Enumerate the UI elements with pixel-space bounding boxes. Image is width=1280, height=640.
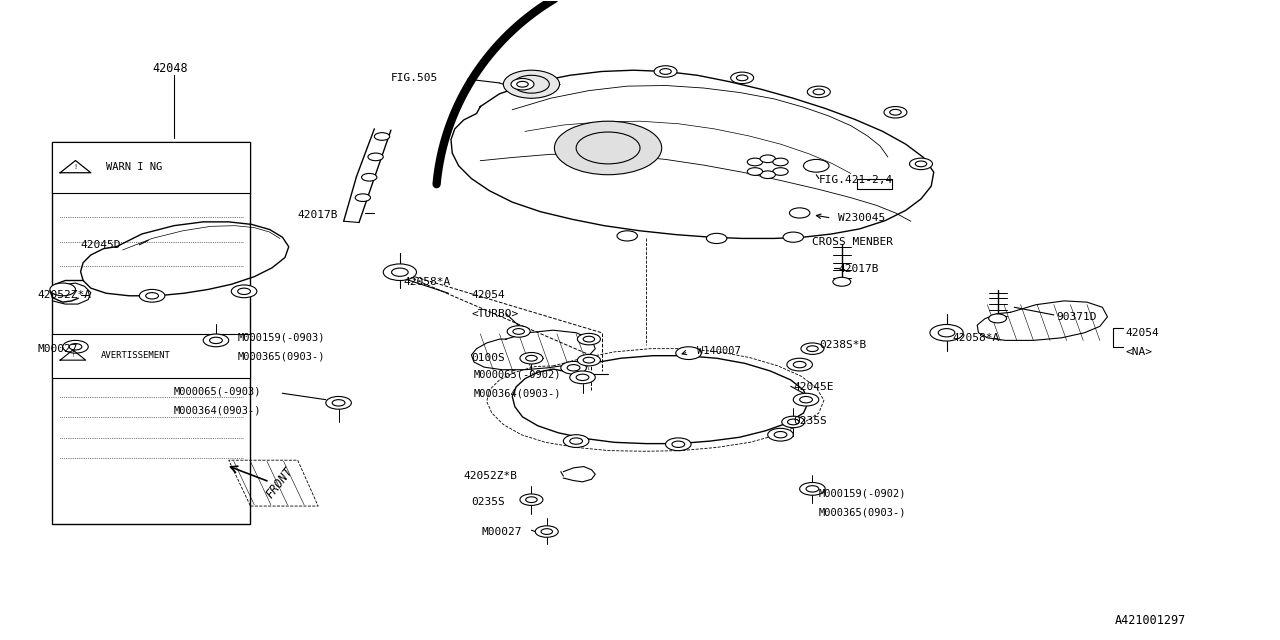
Circle shape bbox=[374, 132, 389, 140]
Text: AVERTISSEMENT: AVERTISSEMENT bbox=[101, 351, 172, 360]
Text: M000065(-0903): M000065(-0903) bbox=[174, 387, 261, 396]
Text: M000364(0903-): M000364(0903-) bbox=[174, 406, 261, 415]
Circle shape bbox=[804, 159, 829, 172]
Text: M000365(0903-): M000365(0903-) bbox=[819, 508, 906, 518]
Circle shape bbox=[654, 66, 677, 77]
Circle shape bbox=[140, 289, 165, 302]
Circle shape bbox=[503, 70, 559, 99]
Circle shape bbox=[577, 333, 600, 345]
Circle shape bbox=[520, 494, 543, 506]
Circle shape bbox=[520, 353, 543, 364]
Circle shape bbox=[361, 173, 376, 181]
Text: M000365(0903-): M000365(0903-) bbox=[238, 352, 325, 362]
Circle shape bbox=[367, 153, 383, 161]
Circle shape bbox=[748, 158, 763, 166]
Circle shape bbox=[232, 285, 257, 298]
Circle shape bbox=[511, 79, 534, 90]
Circle shape bbox=[808, 86, 831, 98]
Text: 42045D: 42045D bbox=[81, 240, 122, 250]
Text: !: ! bbox=[73, 164, 78, 170]
Circle shape bbox=[931, 324, 963, 341]
Circle shape bbox=[383, 264, 416, 280]
Circle shape bbox=[570, 371, 595, 384]
FancyBboxPatch shape bbox=[52, 141, 251, 193]
Text: 0235S: 0235S bbox=[471, 497, 506, 507]
Text: <NA>: <NA> bbox=[1125, 347, 1152, 357]
Circle shape bbox=[676, 347, 701, 360]
Text: 42052Z*B: 42052Z*B bbox=[463, 471, 517, 481]
Circle shape bbox=[773, 168, 788, 175]
Text: !: ! bbox=[72, 353, 74, 358]
Text: M00027: M00027 bbox=[481, 527, 522, 536]
Text: W230045: W230045 bbox=[838, 213, 886, 223]
Circle shape bbox=[910, 158, 933, 170]
Text: WARN I NG: WARN I NG bbox=[106, 163, 163, 172]
Circle shape bbox=[884, 106, 908, 118]
Text: 0235S: 0235S bbox=[794, 416, 827, 426]
Circle shape bbox=[326, 396, 351, 409]
Circle shape bbox=[760, 155, 776, 163]
Circle shape bbox=[50, 283, 76, 296]
Circle shape bbox=[617, 231, 637, 241]
Circle shape bbox=[561, 362, 586, 374]
Circle shape bbox=[760, 171, 776, 179]
Circle shape bbox=[535, 526, 558, 538]
Circle shape bbox=[666, 438, 691, 451]
Text: CROSS MENBER: CROSS MENBER bbox=[813, 237, 893, 247]
Text: 42054: 42054 bbox=[1125, 328, 1160, 338]
Text: 42052Z*A: 42052Z*A bbox=[37, 289, 91, 300]
Text: M000159(-0903): M000159(-0903) bbox=[238, 333, 325, 343]
Circle shape bbox=[507, 326, 530, 337]
Circle shape bbox=[787, 358, 813, 371]
Circle shape bbox=[783, 232, 804, 243]
Text: M000364(0903-): M000364(0903-) bbox=[474, 388, 562, 398]
Circle shape bbox=[988, 314, 1006, 323]
Text: 42017B: 42017B bbox=[298, 210, 338, 220]
Circle shape bbox=[563, 435, 589, 447]
Text: 42017B: 42017B bbox=[838, 264, 878, 274]
Circle shape bbox=[748, 168, 763, 175]
Circle shape bbox=[768, 428, 794, 441]
Text: 42058*A: 42058*A bbox=[403, 276, 451, 287]
Text: M00027: M00027 bbox=[37, 344, 78, 354]
Text: FIG.421-2,4: FIG.421-2,4 bbox=[819, 175, 893, 185]
Text: 42048: 42048 bbox=[152, 62, 188, 75]
Text: M000065(-0902): M000065(-0902) bbox=[474, 369, 562, 379]
FancyBboxPatch shape bbox=[52, 141, 251, 524]
Text: W140007: W140007 bbox=[698, 346, 741, 356]
Circle shape bbox=[782, 416, 805, 428]
Circle shape bbox=[794, 394, 819, 406]
Circle shape bbox=[790, 208, 810, 218]
Circle shape bbox=[801, 343, 824, 355]
Text: FIG.505: FIG.505 bbox=[390, 73, 438, 83]
Circle shape bbox=[355, 194, 370, 202]
Text: 42054: 42054 bbox=[471, 289, 506, 300]
Text: 0100S: 0100S bbox=[471, 353, 506, 364]
Circle shape bbox=[731, 72, 754, 84]
Circle shape bbox=[707, 234, 727, 244]
Circle shape bbox=[800, 483, 826, 495]
FancyBboxPatch shape bbox=[52, 333, 251, 378]
Text: 0238S*B: 0238S*B bbox=[819, 340, 867, 351]
Circle shape bbox=[773, 158, 788, 166]
Circle shape bbox=[577, 355, 600, 366]
Text: 42045E: 42045E bbox=[794, 382, 833, 392]
Text: 42058*A: 42058*A bbox=[952, 333, 1000, 343]
Text: M000159(-0902): M000159(-0902) bbox=[819, 488, 906, 499]
Text: 90371D: 90371D bbox=[1056, 312, 1097, 322]
Circle shape bbox=[63, 340, 88, 353]
Text: A421001297: A421001297 bbox=[1115, 614, 1187, 627]
Text: FRONT: FRONT bbox=[264, 465, 296, 501]
Circle shape bbox=[833, 277, 851, 286]
Circle shape bbox=[204, 334, 229, 347]
Text: <TURBO>: <TURBO> bbox=[471, 308, 518, 319]
Circle shape bbox=[554, 121, 662, 175]
